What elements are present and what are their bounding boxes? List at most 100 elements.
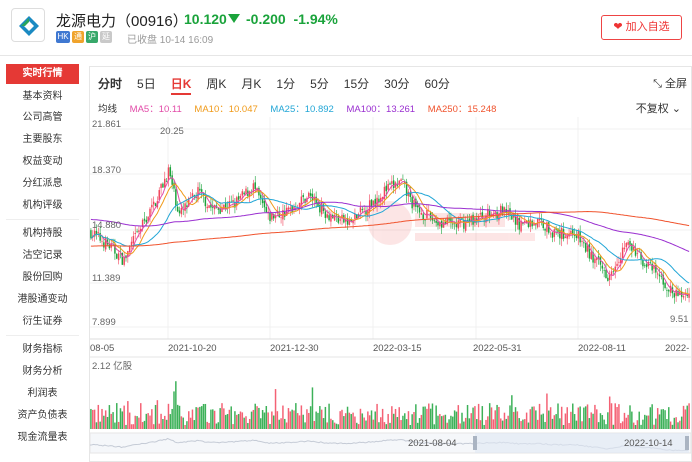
tab-monthly-k[interactable]: 月K (241, 77, 262, 91)
volume-bar (542, 413, 544, 429)
volume-bar (505, 418, 508, 429)
volume-bar (464, 417, 467, 429)
sidebar-item-institutional[interactable]: 机构持股 (22, 228, 63, 239)
candle-body (326, 214, 328, 218)
candle-body (656, 273, 659, 275)
candle-body (444, 221, 447, 224)
volume-bar (409, 424, 412, 429)
candle-body (466, 220, 469, 221)
volume-bar (125, 424, 127, 429)
candle-body (402, 178, 404, 180)
volume-bar (324, 406, 327, 429)
volume-bar (175, 381, 177, 429)
candle-body (117, 253, 120, 261)
sidebar-item-ratings[interactable]: 机构评级 (22, 200, 63, 211)
candle-body (202, 193, 205, 196)
volume-bar (285, 422, 288, 429)
candle-body (618, 261, 620, 263)
sidebar-item-income[interactable]: 利润表 (27, 388, 58, 399)
volume-bar (202, 403, 205, 429)
candle-body (634, 248, 637, 256)
tab-weekly-k[interactable]: 周K (206, 77, 227, 91)
stock-code: （00916） (116, 13, 188, 30)
sidebar-item-balance[interactable]: 资产负债表 (17, 410, 68, 421)
volume-bar (261, 410, 264, 429)
volume-bar (671, 424, 674, 429)
volume-bar (540, 414, 543, 429)
navigator-handle-left[interactable] (473, 436, 477, 450)
candle-body (346, 218, 349, 225)
volume-bar (337, 424, 340, 429)
sidebar-item-connect-change[interactable]: 港股通变动 (17, 294, 68, 305)
tab-daily-k[interactable]: 日K (170, 75, 192, 95)
sidebar-item-fin-indicators[interactable]: 财务指标 (22, 344, 63, 355)
candle-body (245, 188, 247, 194)
candle-body (433, 220, 436, 222)
candle-body (164, 178, 166, 188)
candle-body (311, 193, 314, 201)
candle-body (383, 186, 386, 199)
kline-chart[interactable]: 21.861 18.370 14.880 11.389 7.899 20.25 … (90, 113, 691, 461)
candle-body (494, 211, 496, 213)
volume-bar (529, 409, 532, 429)
candle-body (572, 229, 574, 236)
volume-bar (110, 413, 112, 429)
candle-body (500, 205, 502, 214)
sidebar-item-dividends[interactable]: 分红派息 (22, 178, 63, 189)
volume-bar (311, 387, 314, 429)
sidebar-item-executives[interactable]: 公司高管 (22, 112, 63, 123)
navigator-handle-right[interactable] (685, 436, 689, 450)
price-change: -0.200 -1.94% (246, 11, 338, 27)
candle-body (651, 263, 653, 271)
sidebar-item-buyback[interactable]: 股份回购 (22, 272, 63, 283)
volume-bar (272, 415, 275, 429)
tab-1min[interactable]: 1分 (276, 77, 296, 91)
tab-60min[interactable]: 60分 (424, 77, 450, 91)
candle-body (210, 203, 212, 208)
candle-body (108, 244, 111, 249)
chart-panel: 分时 5日 日K 周K 月K 1分 5分 15分 30分 60分 ⤡ 全屏 均线 MA5：10.1… (89, 66, 692, 462)
candle-body (141, 219, 144, 228)
sidebar-item-fin-analysis[interactable]: 财务分析 (22, 366, 63, 377)
candle-body (302, 195, 304, 198)
sidebar-item-realtime[interactable]: 实时行情 (6, 64, 79, 84)
volume-bar (271, 411, 273, 429)
volume-bar (143, 420, 146, 429)
tab-15min[interactable]: 15分 (343, 77, 370, 91)
sidebar-item-equity-change[interactable]: 权益变动 (22, 156, 63, 167)
range-navigator[interactable]: 2021-08-04 2022-10-14 (90, 432, 691, 454)
navigator-window[interactable] (475, 433, 689, 453)
tab-5day[interactable]: 5日 (137, 77, 156, 91)
sidebar-item-short[interactable]: 沽空记录 (22, 250, 63, 261)
volume-bar (551, 418, 554, 429)
fullscreen-button[interactable]: ⤡ 全屏 (653, 75, 687, 91)
tab-5min[interactable]: 5分 (310, 77, 329, 91)
volume-bar (677, 422, 679, 429)
candle-body (463, 220, 465, 229)
volume-bar (141, 422, 144, 429)
candle-body (173, 182, 175, 189)
add-watchlist-label: 加入自选 (625, 21, 670, 33)
volume-bar (500, 418, 502, 429)
add-watchlist-button[interactable]: ❤ 加入自选 (601, 15, 682, 40)
volume-bar (169, 414, 172, 429)
y-tick: 18.370 (92, 165, 121, 176)
sidebar-item-derivatives[interactable]: 衍生证券 (22, 316, 63, 327)
candle-body (629, 241, 631, 245)
ma-line (90, 182, 690, 295)
sidebar-item-cashflow[interactable]: 现金流量表 (17, 432, 68, 443)
volume-bar (97, 404, 100, 429)
volume-bar (171, 408, 173, 429)
tab-intraday[interactable]: 分时 (98, 77, 123, 91)
volume-bar (620, 423, 622, 429)
volume-bar (485, 419, 487, 429)
sidebar-item-profile[interactable]: 基本资料 (22, 91, 63, 102)
volume-bar (566, 407, 568, 429)
candle-body (660, 276, 663, 277)
sidebar-item-shareholders[interactable]: 主要股东 (22, 134, 63, 145)
tab-30min[interactable]: 30分 (384, 77, 410, 91)
adjust-dropdown[interactable]: 不复权 ⌄ (636, 100, 681, 116)
volume-bar (186, 421, 188, 429)
candle-body (586, 245, 589, 252)
candle-body (224, 203, 227, 210)
